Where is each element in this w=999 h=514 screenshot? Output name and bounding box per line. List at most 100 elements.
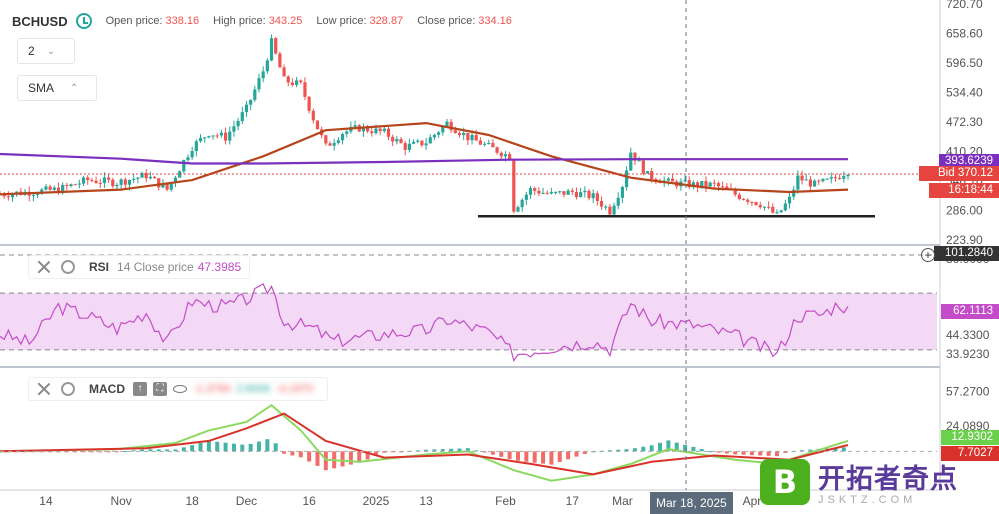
close-icon[interactable] — [37, 382, 51, 396]
x-tick-label: Nov — [110, 494, 131, 508]
candle-body — [386, 128, 391, 137]
macd-histogram-bar — [515, 451, 520, 461]
candle-body — [294, 80, 299, 85]
rsi-legend: RSI 14 Close price 47.3985 — [28, 255, 251, 279]
bid-price-tag: Bid 370.12 — [919, 166, 999, 181]
expand-icon[interactable]: ⛶ — [153, 382, 167, 396]
candle-body — [190, 151, 194, 158]
candle-body — [395, 139, 399, 142]
candle-body — [616, 197, 620, 206]
candle-body — [591, 193, 595, 199]
candle-body — [228, 131, 232, 141]
candle-body — [207, 136, 211, 138]
candle-body — [366, 126, 370, 132]
macd-histogram-bar — [808, 449, 813, 452]
macd-histogram-bar — [532, 451, 537, 463]
macd-histogram-bar — [357, 451, 362, 463]
sma-line-1 — [0, 121, 849, 196]
x-tick-label: Dec — [236, 494, 257, 508]
y-tick-label: 658.60 — [946, 27, 983, 41]
macd-histogram-bar — [607, 450, 612, 452]
macd-histogram-bar — [666, 440, 671, 452]
close-icon[interactable] — [37, 260, 51, 274]
candle-body — [274, 38, 278, 54]
interval-dropdown[interactable]: 2 ⌄ — [17, 38, 75, 64]
candle-body — [495, 147, 499, 153]
candle-body — [491, 143, 495, 148]
candle-body — [775, 212, 779, 214]
candle-body — [771, 206, 775, 213]
candle-body — [838, 177, 842, 179]
candle-body — [115, 184, 119, 187]
macd-histogram-bar — [432, 449, 437, 452]
candle-body — [470, 135, 474, 141]
candle-body — [261, 71, 265, 79]
candle-body — [136, 177, 140, 179]
candle-body — [315, 120, 320, 130]
candle-body — [219, 132, 223, 136]
macd-histogram-bar — [557, 451, 562, 462]
ohlc-header: BCHUSD Open price: 338.16 High price: 343.… — [12, 10, 526, 32]
x-tick-label: 17 — [566, 494, 580, 508]
candle-body — [641, 160, 645, 174]
candle-body — [278, 53, 282, 68]
candle-body — [424, 143, 428, 146]
macd-histogram-bar — [190, 445, 195, 452]
candle-body — [282, 67, 286, 77]
clock-icon[interactable] — [75, 13, 92, 29]
candle-body — [779, 210, 783, 213]
candle-body — [35, 193, 40, 195]
macd-histogram-bar — [674, 442, 679, 452]
rsi-y-tick: 44.3300 — [946, 328, 990, 342]
candle-body — [10, 194, 15, 198]
sma-indicator-chip[interactable]: SMA ⌃ — [17, 75, 97, 101]
candle-body — [44, 186, 48, 190]
candle-body — [482, 143, 487, 145]
candle-body — [825, 178, 829, 180]
macd-histogram-bar — [624, 449, 629, 452]
candle-body — [566, 190, 570, 195]
macd-value-3: -4.1970 — [275, 383, 314, 395]
macd-histogram-bar — [140, 449, 145, 452]
candle-body — [829, 177, 833, 179]
candle-body — [211, 135, 215, 137]
candle-body — [629, 152, 633, 171]
candle-body — [77, 183, 81, 185]
macd-histogram-bar — [482, 451, 487, 453]
candle-body — [549, 191, 554, 194]
candle-body — [721, 186, 725, 188]
chevron-up-icon: ⌃ — [70, 82, 79, 94]
candle-body — [48, 186, 52, 190]
candle-body — [328, 143, 332, 146]
gear-icon[interactable] — [61, 260, 75, 274]
macd-histogram-bar — [733, 451, 738, 455]
candle-body — [545, 192, 549, 194]
candle-body — [620, 187, 625, 198]
macd-histogram-bar — [549, 451, 554, 465]
macd-histogram-bar — [749, 451, 754, 456]
add-icon[interactable]: + — [921, 248, 935, 262]
candle-body — [361, 126, 366, 132]
candle-body — [374, 128, 378, 134]
candle-body — [608, 206, 612, 215]
candle-body — [583, 190, 587, 193]
candle-body — [812, 180, 817, 187]
candle-body — [399, 139, 403, 144]
macd-histogram-bar — [490, 451, 495, 455]
candle-body — [353, 125, 357, 127]
candle-body — [336, 140, 340, 143]
macd-histogram-bar — [256, 441, 261, 452]
macd-histogram-bar — [298, 451, 303, 458]
eye-icon[interactable] — [173, 385, 187, 393]
x-tick-label: 16 — [302, 494, 316, 508]
candle-body — [670, 178, 675, 182]
y-tick-label: 720.70 — [946, 0, 983, 11]
candle-body — [253, 89, 257, 100]
arrow-up-icon[interactable]: ↑ — [133, 382, 147, 396]
candle-body — [416, 140, 420, 142]
candle-body — [94, 180, 98, 184]
gear-icon[interactable] — [61, 382, 75, 396]
candle-body — [31, 194, 36, 196]
candle-body — [420, 140, 424, 146]
candle-body — [800, 175, 804, 181]
